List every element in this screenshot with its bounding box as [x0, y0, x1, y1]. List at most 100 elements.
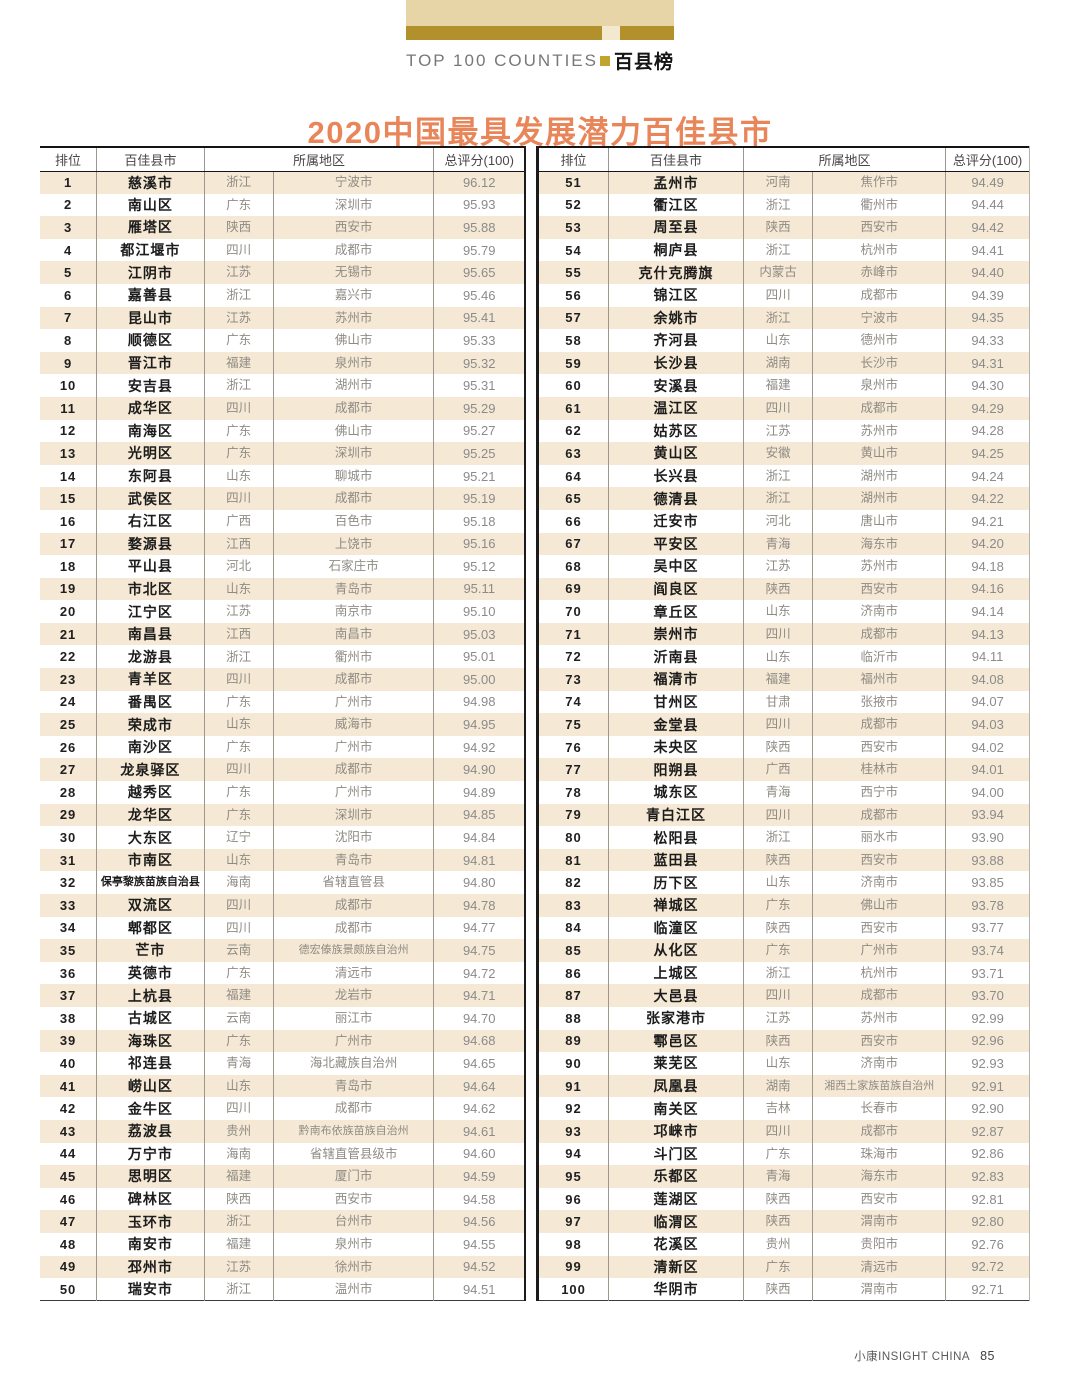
rank-cell: 82 — [539, 871, 610, 894]
rank-cell: 95 — [539, 1165, 610, 1188]
table-row: 27 龙泉驿区 四川 成都市 94.90 — [40, 758, 524, 782]
city-cell: 湘西土家族苗族自治州 — [812, 1074, 947, 1098]
city-cell: 南京市 — [273, 600, 435, 623]
rank-cell: 51 — [539, 171, 610, 194]
table-row: 67 平安区 青海 海东市 94.20 — [539, 532, 1029, 556]
province-cell: 四川 — [204, 396, 274, 420]
province-cell: 江苏 — [204, 1255, 274, 1279]
city-cell: 德宏傣族景颇族自治州 — [273, 939, 435, 962]
county-name-cell: 平安区 — [608, 532, 744, 556]
ranking-table-left-wrap: 排位 百佳县市 所属地区 总评分(100) 1 慈溪市 浙江 宁波市 96.12 2 南山区… — [40, 146, 526, 1302]
table-row: 28 越秀区 广东 广州市 94.89 — [40, 781, 524, 804]
rank-cell: 2 — [40, 193, 98, 217]
score-cell: 94.49 — [945, 171, 1029, 194]
province-cell: 湖南 — [743, 1074, 814, 1098]
province-cell: 浙江 — [743, 826, 814, 849]
rank-cell: 71 — [539, 622, 610, 646]
city-cell: 青岛市 — [273, 1074, 435, 1098]
rank-cell: 89 — [539, 1029, 610, 1053]
county-name-cell: 邛崃市 — [608, 1119, 744, 1143]
banner-caption: TOP 100 COUNTIES 百县榜 — [406, 47, 674, 74]
score-cell: 93.88 — [945, 848, 1029, 872]
header-row: 排位 百佳县市 所属地区 总评分(100) — [40, 147, 524, 172]
table-row: 5 江阴市 江苏 无锡市 95.65 — [40, 261, 524, 284]
table-row: 8 顺德区 广东 佛山市 95.33 — [40, 329, 524, 352]
score-cell: 94.13 — [945, 622, 1029, 646]
county-name-cell: 南沙区 — [96, 735, 205, 759]
table-row: 68 吴中区 江苏 苏州市 94.18 — [539, 555, 1029, 578]
rank-cell: 98 — [539, 1232, 610, 1256]
table-row: 64 长兴县 浙江 湖州市 94.24 — [539, 464, 1029, 488]
county-name-cell: 清新区 — [608, 1255, 744, 1279]
ranking-tables: 排位 百佳县市 所属地区 总评分(100) 1 慈溪市 浙江 宁波市 96.12 2 南山区… — [40, 146, 1033, 1302]
rank-cell: 86 — [539, 961, 610, 985]
table-row: 12 南海区 广东 佛山市 95.27 — [40, 419, 524, 443]
rank-cell: 76 — [539, 735, 610, 759]
header-score: 总评分(100) — [433, 147, 524, 172]
county-name-cell: 未央区 — [608, 735, 744, 759]
city-cell: 温州市 — [273, 1278, 435, 1301]
province-cell: 青海 — [743, 781, 814, 804]
province-cell: 浙江 — [743, 193, 814, 217]
rank-cell: 9 — [40, 351, 98, 375]
city-cell: 青岛市 — [273, 848, 435, 872]
rank-cell: 70 — [539, 600, 610, 623]
county-name-cell: 迁安市 — [608, 509, 744, 533]
rank-cell: 33 — [40, 894, 98, 917]
rank-cell: 60 — [539, 374, 610, 397]
county-name-cell: 英德市 — [96, 961, 205, 985]
rank-cell: 4 — [40, 238, 98, 262]
table-row: 53 周至县 陕西 西安市 94.42 — [539, 216, 1029, 239]
score-cell: 95.29 — [433, 396, 524, 420]
table-row: 98 花溪区 贵州 贵阳市 92.76 — [539, 1232, 1029, 1256]
rank-cell: 58 — [539, 329, 610, 352]
table-row: 6 嘉善县 浙江 嘉兴市 95.46 — [40, 283, 524, 307]
province-cell: 广东 — [743, 1142, 814, 1166]
score-cell: 94.72 — [462, 965, 496, 981]
score-cell: 94.42 — [945, 216, 1029, 239]
score-cell: 95.46 — [462, 287, 496, 303]
score-cell: 94.35 — [945, 306, 1029, 330]
province-cell: 福建 — [204, 984, 274, 1007]
city-cell: 西安市 — [812, 735, 947, 759]
table-row: 26 南沙区 广东 广州市 94.92 — [40, 735, 524, 759]
city-cell: 清远市 — [273, 961, 435, 985]
county-name-cell: 城东区 — [608, 781, 744, 804]
county-name-cell: 花溪区 — [608, 1232, 744, 1256]
county-name-cell: 安溪县 — [608, 374, 744, 397]
city-cell: 成都市 — [812, 984, 947, 1007]
city-cell: 桂林市 — [812, 758, 947, 782]
score-cell: 94.31 — [945, 351, 1029, 375]
rank-cell: 40 — [40, 1052, 98, 1075]
city-cell: 省辖直管县级市 — [273, 1142, 435, 1166]
table-row: 16 右江区 广西 百色市 95.18 — [40, 509, 524, 533]
table-row: 58 齐河县 山东 德州市 94.33 — [539, 329, 1029, 352]
table-row: 96 莲湖区 陕西 西安市 92.81 — [539, 1187, 1029, 1211]
county-name-cell: 海珠区 — [96, 1029, 205, 1053]
county-name-cell: 崇州市 — [608, 622, 744, 646]
header-region: 所属地区 — [743, 147, 947, 172]
score-cell: 94.03 — [945, 713, 1029, 736]
rank-cell: 100 — [539, 1278, 610, 1301]
city-cell: 南昌市 — [273, 622, 435, 646]
table-row: 63 黄山区 安徽 黄山市 94.25 — [539, 442, 1029, 465]
table-row: 1 慈溪市 浙江 宁波市 96.12 — [40, 171, 524, 194]
city-cell: 佛山市 — [273, 419, 435, 443]
province-cell: 浙江 — [743, 961, 814, 985]
score-cell: 94.30 — [971, 378, 1004, 394]
city-cell: 海东市 — [812, 1165, 947, 1188]
score-cell: 95.88 — [433, 216, 524, 239]
score-cell: 95.16 — [433, 532, 524, 556]
score-cell: 94.18 — [971, 558, 1004, 574]
city-cell: 湖州市 — [812, 464, 947, 488]
table-row: 72 沂南县 山东 临沂市 94.11 — [539, 645, 1029, 669]
city-cell: 苏州市 — [812, 419, 947, 443]
city-cell: 厦门市 — [273, 1165, 435, 1188]
rank-cell: 62 — [539, 419, 610, 443]
province-cell: 广东 — [204, 735, 274, 759]
province-cell: 广西 — [204, 509, 274, 533]
rank-cell: 35 — [40, 939, 98, 962]
county-name-cell: 阳朔县 — [608, 758, 744, 782]
rank-cell: 57 — [539, 306, 610, 330]
province-cell: 山东 — [743, 871, 814, 894]
